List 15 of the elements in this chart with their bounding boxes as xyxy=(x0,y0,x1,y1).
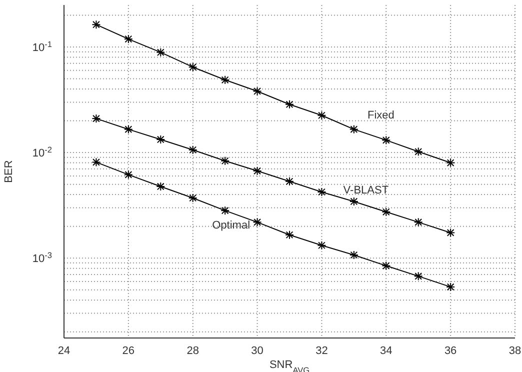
x-tick-label: 36 xyxy=(444,344,457,357)
x-tick-label: 26 xyxy=(122,344,135,357)
y-axis-title: BER xyxy=(3,160,15,183)
x-tick-label: 32 xyxy=(316,344,328,357)
y-tick-label: 10$^{-2}$ xyxy=(32,145,52,160)
series-label: V-BLAST xyxy=(343,184,389,196)
x-tick-label: 30 xyxy=(251,344,264,357)
y-tick-label: 10$^{-3}$ xyxy=(32,250,52,266)
x-tick-label: 28 xyxy=(186,344,199,357)
series-label: Fixed xyxy=(367,109,394,122)
x-tick-label: 34 xyxy=(380,344,392,357)
x-tick-label: 24 xyxy=(58,344,70,357)
series-label: Optimal xyxy=(212,220,250,232)
x-tick-label: 38 xyxy=(508,344,522,357)
y-tick-label: 10$^{-1}$ xyxy=(32,40,52,54)
